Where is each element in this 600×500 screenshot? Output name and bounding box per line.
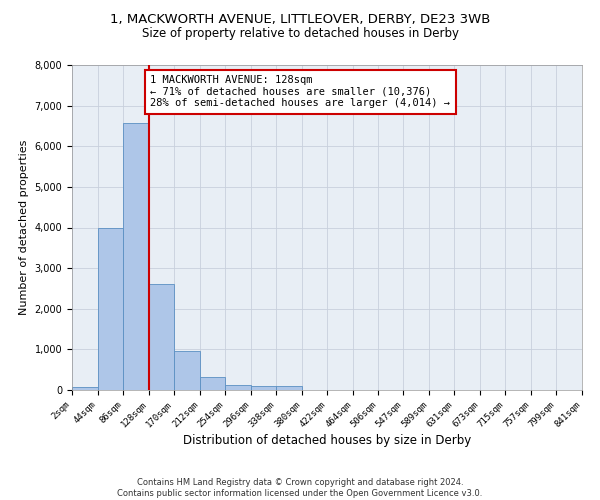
Bar — [98, 228, 123, 390]
Bar — [149, 284, 174, 390]
Text: 1 MACKWORTH AVENUE: 128sqm
← 71% of detached houses are smaller (10,376)
28% of : 1 MACKWORTH AVENUE: 128sqm ← 71% of deta… — [151, 75, 451, 108]
Bar — [174, 351, 200, 390]
Y-axis label: Number of detached properties: Number of detached properties — [19, 140, 29, 315]
Bar — [200, 378, 225, 390]
Text: Size of property relative to detached houses in Derby: Size of property relative to detached ho… — [142, 28, 458, 40]
Bar — [72, 387, 98, 390]
Bar — [225, 384, 251, 390]
Text: 1, MACKWORTH AVENUE, LITTLEOVER, DERBY, DE23 3WB: 1, MACKWORTH AVENUE, LITTLEOVER, DERBY, … — [110, 12, 490, 26]
Bar — [276, 386, 302, 390]
Bar — [251, 386, 276, 390]
Bar — [123, 122, 149, 390]
Text: Contains HM Land Registry data © Crown copyright and database right 2024.
Contai: Contains HM Land Registry data © Crown c… — [118, 478, 482, 498]
X-axis label: Distribution of detached houses by size in Derby: Distribution of detached houses by size … — [183, 434, 471, 448]
